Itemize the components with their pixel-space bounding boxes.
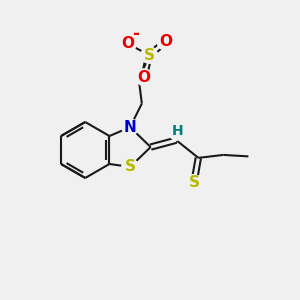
Circle shape (122, 159, 138, 175)
Text: -: - (132, 26, 139, 44)
Circle shape (120, 36, 136, 52)
Circle shape (186, 175, 202, 191)
Text: H: H (172, 124, 184, 138)
Text: O: O (122, 36, 134, 51)
Circle shape (136, 69, 152, 85)
Circle shape (122, 119, 138, 135)
Text: O: O (159, 34, 172, 49)
Circle shape (141, 47, 158, 63)
Text: S: S (144, 47, 155, 62)
Text: S: S (188, 176, 200, 190)
Text: O: O (137, 70, 150, 85)
Circle shape (157, 34, 174, 50)
Text: S: S (124, 159, 136, 174)
Circle shape (170, 127, 183, 140)
Text: N: N (124, 120, 136, 135)
